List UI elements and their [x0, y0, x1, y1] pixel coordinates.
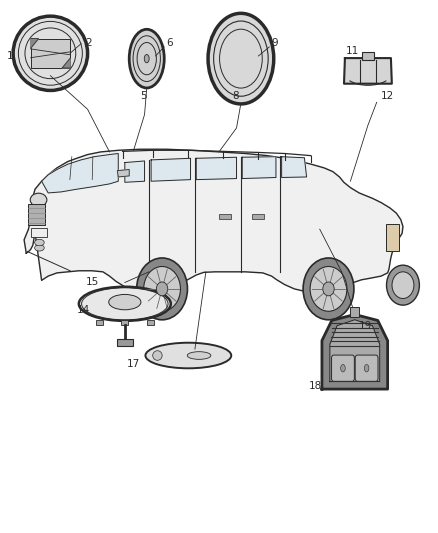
Bar	[28, 204, 45, 225]
Ellipse shape	[129, 29, 164, 88]
Ellipse shape	[156, 282, 168, 296]
Bar	[117, 339, 133, 346]
Bar	[121, 320, 128, 325]
Bar	[31, 228, 47, 237]
Text: 9: 9	[272, 38, 278, 47]
Text: 19: 19	[359, 321, 372, 331]
Polygon shape	[31, 39, 39, 49]
Ellipse shape	[13, 16, 88, 91]
Ellipse shape	[35, 239, 44, 246]
Bar	[362, 52, 374, 60]
Ellipse shape	[79, 287, 171, 321]
Ellipse shape	[137, 258, 187, 320]
Bar	[147, 320, 154, 325]
Ellipse shape	[303, 258, 354, 320]
Polygon shape	[330, 320, 380, 382]
Ellipse shape	[323, 282, 334, 296]
Text: 18: 18	[309, 382, 322, 391]
Text: 1: 1	[7, 51, 13, 61]
Ellipse shape	[144, 54, 149, 63]
Text: 15: 15	[85, 278, 99, 287]
Ellipse shape	[310, 266, 347, 311]
Polygon shape	[242, 157, 276, 179]
Bar	[252, 214, 264, 219]
Text: 2: 2	[85, 38, 92, 47]
Text: 12: 12	[381, 91, 394, 101]
Bar	[386, 224, 399, 251]
Ellipse shape	[387, 265, 420, 305]
Polygon shape	[344, 58, 392, 84]
Polygon shape	[322, 314, 388, 389]
Bar	[31, 38, 70, 68]
Ellipse shape	[153, 351, 162, 360]
Polygon shape	[62, 58, 70, 68]
Polygon shape	[125, 161, 145, 182]
Ellipse shape	[187, 352, 211, 359]
Polygon shape	[196, 157, 237, 180]
Ellipse shape	[144, 266, 180, 311]
Text: 6: 6	[166, 38, 173, 47]
Text: 17: 17	[127, 359, 140, 368]
Ellipse shape	[30, 193, 47, 207]
Text: 8: 8	[232, 91, 239, 101]
Ellipse shape	[364, 365, 369, 372]
Ellipse shape	[208, 13, 274, 104]
Ellipse shape	[392, 272, 414, 298]
Polygon shape	[282, 157, 307, 177]
Ellipse shape	[35, 245, 44, 251]
Polygon shape	[42, 154, 118, 193]
Ellipse shape	[145, 343, 231, 368]
Polygon shape	[24, 149, 403, 292]
Text: 11: 11	[346, 46, 359, 55]
Ellipse shape	[341, 365, 345, 372]
Polygon shape	[151, 158, 191, 181]
Bar	[219, 214, 231, 219]
Text: 14: 14	[77, 305, 90, 315]
FancyBboxPatch shape	[355, 355, 378, 381]
FancyBboxPatch shape	[332, 355, 354, 381]
Text: 5: 5	[140, 91, 147, 101]
Ellipse shape	[109, 294, 141, 310]
Polygon shape	[117, 169, 129, 177]
Bar	[96, 320, 103, 325]
Bar	[350, 307, 359, 317]
